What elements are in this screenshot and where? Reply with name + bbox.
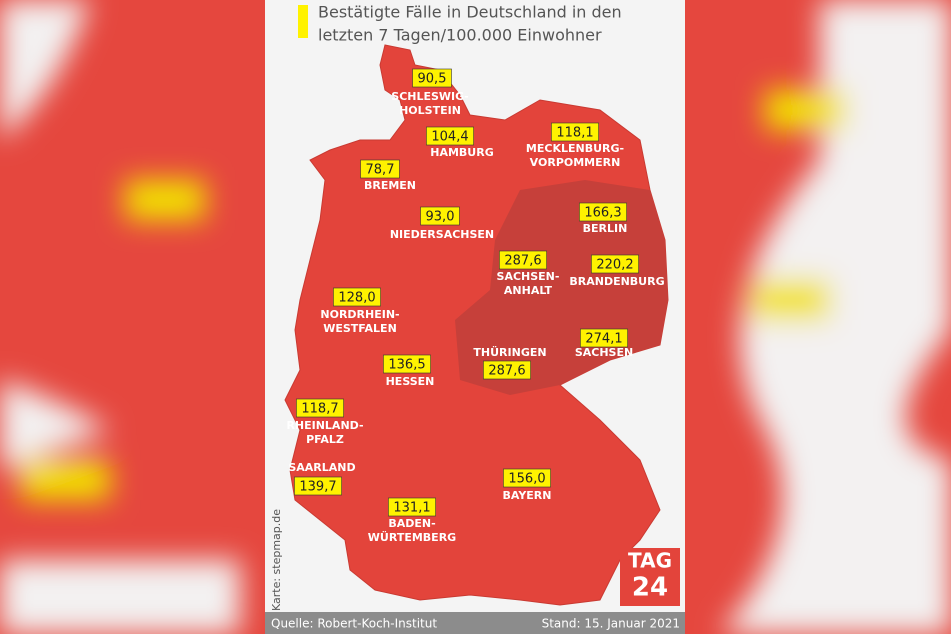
state-name: HESSEN (386, 375, 435, 388)
state-value: 90,5 (418, 72, 447, 87)
state-value: 220,2 (596, 258, 633, 273)
state-name: HOLSTEIN (399, 104, 461, 117)
logo-text: TAG (628, 549, 672, 573)
state-value: 78,7 (366, 163, 395, 178)
value-box (294, 476, 342, 496)
footer-bar (265, 612, 685, 634)
value-box (333, 287, 381, 307)
logo-text: 24 (632, 573, 668, 603)
state-value: 166,3 (584, 206, 621, 221)
state-value: 131,1 (393, 501, 430, 516)
state-value: 104,4 (431, 130, 468, 145)
state-name: BREMEN (364, 179, 416, 192)
state-value: 287,6 (488, 364, 525, 379)
state-name: NORDRHEIN- (320, 308, 399, 321)
logo (620, 548, 680, 606)
state-name: SACHSEN (575, 346, 633, 359)
footer-source: Quelle: Robert-Koch-Institut (271, 617, 437, 631)
state-value: 128,0 (338, 291, 375, 306)
state-name: BADEN- (388, 517, 435, 530)
credit: Karte: stepmap.de (270, 509, 283, 611)
state-name: BRANDENBURG (569, 275, 664, 288)
state-name: MECKLENBURG- (526, 142, 624, 155)
state-name: THÜRINGEN (473, 345, 546, 359)
value-box (591, 254, 639, 274)
value-box (296, 398, 344, 418)
state-value: 93,0 (426, 210, 455, 225)
state-name: ANHALT (504, 284, 553, 297)
value-box (426, 126, 474, 146)
state-value: 274,1 (585, 332, 622, 347)
state-name: HAMBURG (430, 146, 493, 159)
value-box (412, 68, 452, 88)
state-name: BERLIN (583, 222, 628, 235)
state-name: NIEDERSACHSEN (390, 228, 494, 241)
state-name: VORPOMMERN (530, 156, 621, 169)
state-name: BAYERN (502, 489, 551, 502)
value-box (420, 206, 460, 226)
title-marker (298, 5, 308, 38)
state-name: SAARLAND (288, 461, 355, 474)
value-box (580, 328, 628, 348)
state-value: 287,6 (504, 254, 541, 269)
state-name: PFALZ (306, 433, 344, 446)
value-box (383, 354, 431, 374)
state-name: WÜRTEMBERG (368, 530, 456, 544)
value-box (579, 202, 627, 222)
title-line: letzten 7 Tagen/100.000 Einwohner (318, 26, 602, 45)
value-box (551, 122, 599, 142)
title-line: Bestätigte Fälle in Deutschland in den (318, 3, 622, 22)
state-value: 139,7 (299, 480, 336, 495)
footer-date: Stand: 15. Januar 2021 (542, 617, 680, 631)
value-box (360, 159, 400, 179)
state-value: 118,7 (301, 402, 338, 417)
state-value: 156,0 (508, 472, 545, 487)
value-box (503, 468, 551, 488)
value-box (388, 497, 436, 517)
state-value: 136,5 (388, 358, 425, 373)
value-box (483, 360, 531, 380)
state-value: 118,1 (556, 126, 593, 141)
value-box (499, 250, 547, 270)
state-name: SACHSEN- (497, 270, 560, 283)
state-name: RHEINLAND- (286, 419, 363, 432)
state-name: SCHLESWIG- (391, 90, 468, 103)
state-name: WESTFALEN (323, 322, 397, 335)
